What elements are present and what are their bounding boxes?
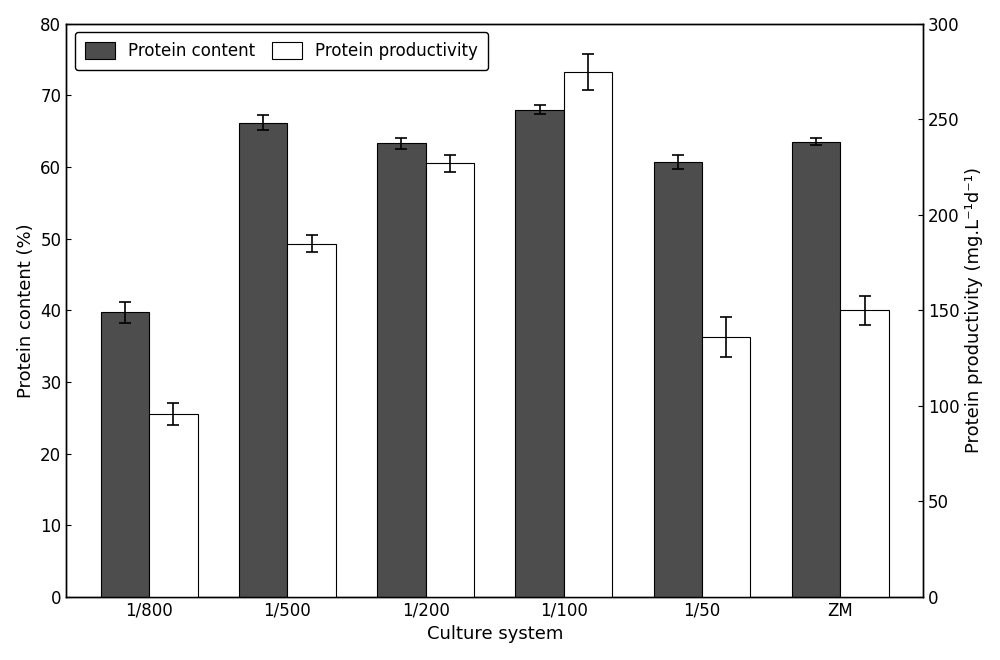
Bar	[426, 164, 474, 597]
Bar	[840, 310, 889, 597]
Bar	[239, 123, 287, 597]
Bar	[702, 337, 750, 597]
Legend: Protein content, Protein productivity: Protein content, Protein productivity	[75, 32, 488, 70]
Bar	[377, 143, 426, 597]
Bar	[515, 110, 564, 597]
Bar	[654, 162, 702, 597]
Y-axis label: Protein content (%): Protein content (%)	[17, 223, 35, 397]
Bar	[792, 142, 840, 597]
Bar	[101, 312, 149, 597]
Bar	[564, 72, 612, 597]
Y-axis label: Protein productivity (mg.L⁻¹d⁻¹): Protein productivity (mg.L⁻¹d⁻¹)	[965, 167, 983, 453]
Bar	[149, 414, 198, 597]
X-axis label: Culture system: Culture system	[427, 625, 563, 644]
Bar	[287, 244, 336, 597]
